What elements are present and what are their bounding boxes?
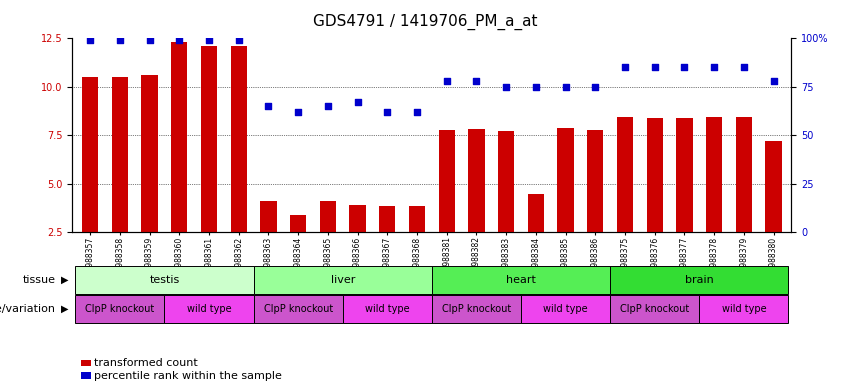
Point	[618, 65, 631, 71]
Bar	[260, 201, 277, 281]
Point	[767, 78, 780, 84]
Text: wild type: wild type	[186, 304, 231, 314]
Point	[380, 109, 394, 115]
Text: ClpP knockout: ClpP knockout	[264, 304, 333, 314]
Bar	[82, 77, 99, 281]
Bar	[557, 127, 574, 281]
Bar	[431, 295, 521, 323]
Bar	[75, 295, 164, 323]
Bar	[201, 46, 217, 281]
Text: GDS4791 / 1419706_PM_a_at: GDS4791 / 1419706_PM_a_at	[313, 13, 538, 30]
Text: ▶: ▶	[61, 304, 69, 314]
Bar	[231, 46, 247, 281]
Point	[113, 37, 127, 43]
Point	[648, 65, 661, 71]
Point	[351, 99, 364, 106]
Bar	[408, 206, 426, 281]
Point	[500, 84, 513, 90]
Point	[232, 37, 246, 43]
Point	[261, 103, 275, 109]
Point	[83, 37, 97, 43]
Bar	[343, 295, 431, 323]
Bar	[587, 129, 603, 281]
Text: wild type: wild type	[722, 304, 766, 314]
Bar	[380, 206, 396, 281]
Bar	[617, 117, 633, 281]
Text: transformed count: transformed count	[94, 358, 198, 368]
Bar	[610, 295, 700, 323]
Bar	[468, 129, 484, 281]
Point	[737, 65, 751, 71]
Bar	[765, 141, 782, 281]
Bar	[431, 266, 610, 294]
Point	[173, 37, 186, 43]
Bar	[254, 266, 431, 294]
Bar	[610, 266, 789, 294]
Bar	[521, 295, 610, 323]
Bar	[498, 131, 514, 281]
Bar	[528, 194, 544, 281]
Point	[707, 65, 721, 71]
Bar	[677, 118, 693, 281]
Bar	[171, 42, 187, 281]
Text: brain: brain	[685, 275, 714, 285]
Point	[321, 103, 334, 109]
Text: ClpP knockout: ClpP knockout	[620, 304, 689, 314]
Bar	[438, 129, 455, 281]
Text: testis: testis	[149, 275, 180, 285]
Point	[410, 109, 424, 115]
Bar	[350, 205, 366, 281]
Text: ▶: ▶	[61, 275, 69, 285]
Point	[470, 78, 483, 84]
Point	[143, 37, 157, 43]
Bar	[164, 295, 254, 323]
Point	[291, 109, 305, 115]
Bar	[254, 295, 343, 323]
Text: wild type: wild type	[543, 304, 588, 314]
Bar	[736, 117, 752, 281]
Bar	[700, 295, 789, 323]
Bar	[290, 215, 306, 281]
Point	[203, 37, 216, 43]
Point	[589, 84, 603, 90]
Text: tissue: tissue	[22, 275, 55, 285]
Bar	[647, 118, 663, 281]
Point	[440, 78, 454, 84]
Point	[529, 84, 543, 90]
Bar	[320, 201, 336, 281]
Text: heart: heart	[506, 275, 536, 285]
Bar	[141, 75, 157, 281]
Text: genotype/variation: genotype/variation	[0, 304, 55, 314]
Text: percentile rank within the sample: percentile rank within the sample	[94, 371, 283, 381]
Bar	[706, 117, 722, 281]
Point	[559, 84, 573, 90]
Bar	[75, 266, 254, 294]
Point	[677, 65, 691, 71]
Text: liver: liver	[330, 275, 355, 285]
Text: wild type: wild type	[365, 304, 409, 314]
Bar	[111, 77, 128, 281]
Text: ClpP knockout: ClpP knockout	[442, 304, 511, 314]
Text: ClpP knockout: ClpP knockout	[85, 304, 155, 314]
